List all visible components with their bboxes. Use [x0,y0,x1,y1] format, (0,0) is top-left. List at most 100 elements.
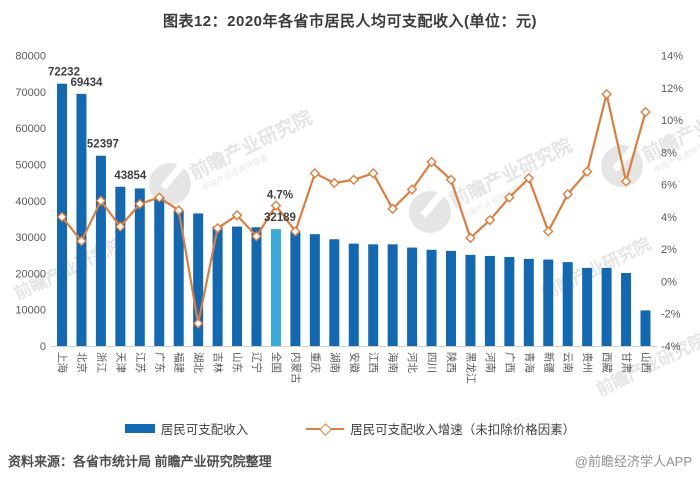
bar-swatch-icon [124,424,155,433]
diamond-marker-icon [173,205,184,216]
x-tick-label: 云南 [562,352,575,373]
y-left-tick-label: 20000 [15,268,46,280]
bar [368,244,379,346]
y-right-tick-label: 0% [661,276,677,288]
x-tick-label: 陕西 [445,352,458,373]
y-right-tick-label: 12% [661,83,683,95]
data-label: 72232 [48,67,80,79]
x-tick-label: 内蒙古 [289,352,302,384]
x-tick-label: 浙江 [95,352,107,373]
diamond-marker-icon [309,168,321,179]
bar [173,210,184,346]
bar [446,250,456,346]
diamond-marker-icon [406,184,418,195]
diamond-marker-icon [465,232,476,244]
bar [504,257,515,346]
y-right-tick-label: 14% [661,51,683,63]
x-tick-label: 天津 [114,352,126,373]
bar [270,229,281,346]
y-left-tick-label: 60000 [15,123,46,135]
x-tick-label: 四川 [426,352,438,373]
x-tick-label: 广西 [503,352,515,373]
x-tick-label: 福建 [173,352,186,373]
x-tick-label: 湖北 [192,352,204,373]
source-note: 资料来源：各省市统计局 前瞻产业研究院整理 [8,454,272,469]
diamond-marker-icon [504,192,515,203]
x-tick-label: 辽宁 [251,352,264,373]
bar [407,247,418,346]
legend-bar-label: 居民可支配收入 [160,423,249,437]
y-right-tick-label: -2% [661,309,681,321]
legend: 居民可支配收入 居民可支配收入增速（未扣除价格因素） [0,419,700,438]
bar [484,255,495,346]
x-tick-label: 青海 [523,352,536,373]
x-tick-label: 山东 [231,352,244,373]
diamond-marker-icon [134,198,146,210]
x-tick-label: 西藏 [601,352,613,373]
legend-item-income: 居民可支配收入 [124,419,249,438]
brand-note: @前瞻经济学人APP [574,454,692,469]
bar [95,155,106,346]
diamond-marker-icon [523,172,535,184]
diamond-marker-icon [348,174,360,186]
x-tick-label: 新疆 [542,352,555,373]
bar [76,93,87,346]
watermark-text: 前瞻产业研究院 [538,233,654,303]
x-tick-label: 重庆 [309,352,322,373]
y-right-tick-label: 8% [661,147,677,159]
bar [193,213,204,346]
diamond-marker-icon [542,226,554,237]
x-tick-label: 江苏 [134,352,147,373]
y-right-tick-label: -4% [661,341,681,353]
diamond-marker-icon [212,222,223,234]
bar [115,186,126,346]
diamond-marker-icon [562,189,573,200]
data-label: 52397 [87,139,119,151]
diamond-marker-icon [640,106,651,118]
x-tick-label: 河南 [484,352,497,373]
bar [290,231,301,346]
diamond-marker-icon [581,166,593,177]
y-right-tick-label: 2% [661,244,677,256]
bar [426,249,437,346]
diamond-marker-icon [426,156,437,168]
bar [154,197,165,346]
bar [523,258,534,346]
y-left-tick-label: 30000 [15,232,46,244]
diamond-marker-icon [620,176,632,187]
y-right-tick-label: 4% [661,212,677,224]
data-label: 4.7% [267,190,293,202]
y-left-tick-label: 10000 [15,305,46,317]
diamond-marker-icon [484,214,496,226]
diamond-marker-icon [601,88,612,100]
diamond-marker-icon [153,192,165,203]
bar [251,227,262,346]
x-tick-label: 贵州 [581,352,594,373]
x-tick-label: 广东 [153,352,166,373]
bar [212,226,223,346]
x-tick-label: 上海 [56,352,69,373]
x-tick-label: 河北 [406,352,418,373]
x-tick-label: 黑龙江 [464,352,477,384]
y-left-tick-label: 40000 [15,196,46,208]
bar [232,226,243,346]
y-left-tick-label: 50000 [15,159,46,171]
diamond-marker-icon [95,195,107,207]
diamond-marker-icon [76,235,87,247]
x-tick-label: 吉林 [212,352,225,373]
x-tick-label: 江西 [367,352,379,373]
bar [621,273,632,346]
diamond-marker-icon [387,203,398,215]
bar [562,262,573,346]
diamond-marker-icon [192,318,204,329]
bar [601,267,612,346]
diamond-marker-icon [251,230,262,242]
bar [348,243,359,346]
diamond-marker-icon [367,168,379,179]
diamond-marker-icon [290,226,301,237]
data-label: 69434 [70,77,103,89]
data-label: 32189 [264,212,296,224]
diamond-marker-icon [56,211,68,223]
bar [543,259,554,346]
